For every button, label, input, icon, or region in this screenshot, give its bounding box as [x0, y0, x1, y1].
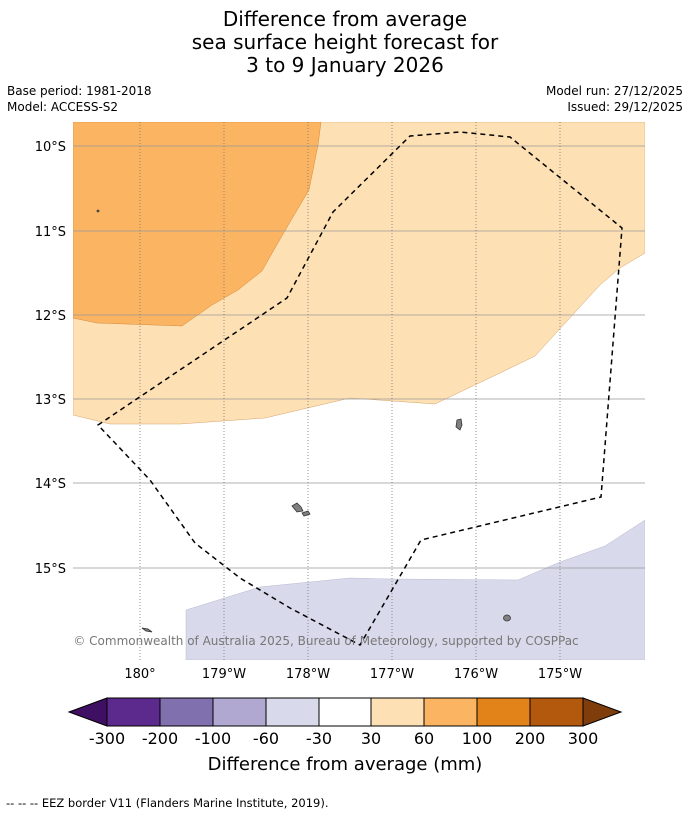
island-shape [455, 418, 463, 431]
lat-label: 13°S [35, 393, 66, 408]
colorbar-segment [265, 697, 320, 727]
colorbar-label: Difference from average (mm) [208, 754, 483, 775]
colorbar-tick: 200 [515, 729, 546, 748]
colorbar-tick: 300 [568, 729, 599, 748]
colorbar-tick: 60 [414, 729, 434, 748]
islands [96, 209, 511, 633]
issued-date: Issued: 29/12/2025 [567, 100, 683, 114]
colorbar-tick: -100 [195, 729, 231, 748]
lon-label: 177°W [370, 667, 414, 682]
title-line-1: Difference from average [222, 7, 468, 31]
meta-left: Base period: 1981-2018 Model: ACCESS-S2 [7, 83, 152, 115]
colorbar-segment [423, 697, 478, 727]
lat-label: 10°S [35, 140, 66, 155]
colorbar [67, 697, 623, 727]
colorbar-min-arrow [67, 697, 108, 727]
colorbar-tick: -200 [142, 729, 178, 748]
colorbar-segment [212, 697, 267, 727]
latitude-labels: 10°S 11°S 12°S 13°S 14°S 15°S [35, 140, 66, 577]
colorbar-max-arrow [582, 697, 623, 727]
lon-label: 179°W [202, 667, 246, 682]
title-line-3: 3 to 9 January 2026 [246, 53, 444, 77]
anomaly-region-60-100 [73, 122, 322, 327]
lon-label: 178°W [286, 667, 330, 682]
eez-border [96, 131, 623, 646]
colorbar-tick: -60 [253, 729, 279, 748]
map-title: Difference from average sea surface heig… [0, 8, 690, 77]
lon-label: 180° [124, 667, 155, 682]
island-shape [503, 614, 511, 622]
anomaly-region-neg30-neg60 [185, 519, 645, 660]
map-area: © Commonwealth of Australia 2025, Bureau… [73, 122, 645, 660]
model-run: Model run: 27/12/2025 [545, 84, 683, 98]
colorbar-segment [370, 697, 425, 727]
lon-label: 175°W [538, 667, 582, 682]
meta-right: Model run: 27/12/2025 Issued: 29/12/2025 [546, 83, 683, 115]
lat-label: 12°S [35, 309, 66, 324]
colorbar-tick: 100 [462, 729, 493, 748]
colorbar-segment [106, 697, 161, 727]
colorbar-segment [159, 697, 214, 727]
lat-label: 14°S [35, 477, 66, 492]
colorbar-tick-labels: -300 -200 -100 -60 -30 30 60 100 200 300 [89, 729, 598, 748]
eez-footnote: -- -- -- EEZ border V11 (Flanders Marine… [6, 796, 329, 810]
colorbar-tick: -30 [306, 729, 332, 748]
island-shape [291, 502, 304, 513]
latitude-lines [73, 145, 645, 569]
lat-label: 15°S [35, 562, 66, 577]
lon-label: 176°W [454, 667, 498, 682]
title-line-2: sea surface height forecast for [191, 30, 499, 54]
island-shape [301, 510, 311, 517]
copyright-text: © Commonwealth of Australia 2025, Bureau… [73, 634, 578, 648]
longitude-labels: 180° 179°W 178°W 177°W 176°W 175°W [124, 667, 582, 682]
lat-label: 11°S [35, 225, 66, 240]
model-name: Model: ACCESS-S2 [7, 100, 119, 114]
base-period: Base period: 1981-2018 [7, 84, 152, 98]
island-shape [141, 627, 153, 633]
colorbar-segment [476, 697, 531, 727]
colorbar-segment [529, 697, 584, 727]
island-shape [96, 209, 100, 213]
colorbar-tick: 30 [361, 729, 381, 748]
colorbar-segment [318, 697, 372, 727]
colorbar-tick: -300 [89, 729, 125, 748]
